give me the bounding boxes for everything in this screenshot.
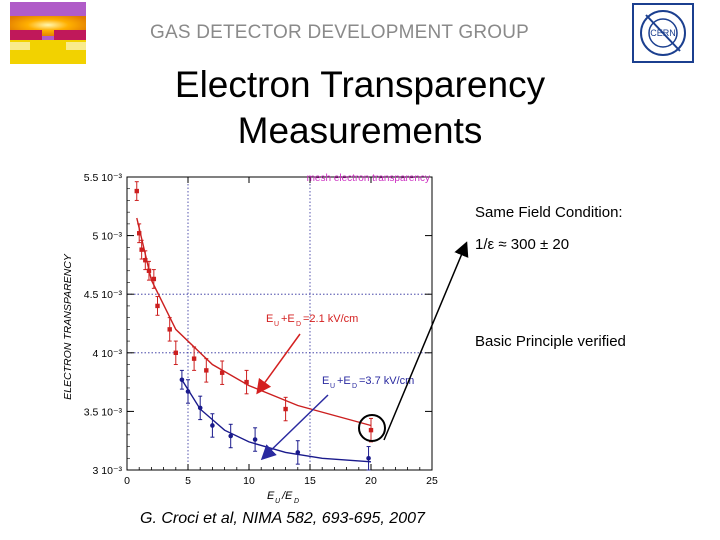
svg-text:+E: +E [281,313,295,325]
x-tick-label: 10 [243,475,255,487]
red-data-point [134,188,139,194]
chart-title: mesh electron transparency [307,173,430,184]
gdd-logo [10,2,86,64]
red-data-point [283,406,288,412]
blue-data-point [210,423,215,428]
svg-text:+E: +E [337,375,351,387]
red-data-point [191,356,197,361]
blue-data-point [252,437,258,442]
blue-data-point [179,377,185,383]
title-line-1: Electron Transparency [174,64,546,105]
svg-text:E: E [267,490,275,502]
blue-data-point [366,455,371,461]
y-tick-label: 5.5 10⁻³ [84,172,123,184]
svg-text:U: U [275,498,281,505]
red-data-point [137,231,142,236]
blue-data-point [295,450,301,455]
red-data-point [151,276,157,282]
y-tick-label: 3 10⁻³ [93,465,123,477]
red-data-point [204,368,209,373]
blue-data-point [185,389,191,394]
svg-text:E: E [266,313,273,325]
blue-label-arrow [260,394,329,461]
blue-data-point [228,433,233,439]
blue-series-label: E U +E D =3.7 kV/cm [322,375,414,390]
title-line-2: Measurements [237,110,483,151]
red-data-point [219,370,225,375]
x-tick-label: 15 [304,475,316,487]
highlight-circle [358,414,386,442]
svg-text:=3.7 kV/cm: =3.7 kV/cm [359,375,414,387]
y-tick-label: 4.5 10⁻³ [84,289,123,301]
red-data-point [368,427,374,433]
red-label-arrow [256,333,301,395]
svg-text:D: D [352,383,357,390]
red-fit-curve [136,217,372,427]
annotation-arrow [383,241,469,441]
y-tick-label: 4 10⁻³ [93,348,123,360]
slide-title: Electron Transparency Measurements [60,62,660,154]
red-data-point [173,350,178,355]
x-axis-label: E U /E D [267,490,299,505]
citation: G. Croci et al, NIMA 582, 693-695, 2007 [140,510,425,527]
red-data-point [167,327,172,332]
blue-data-point [197,405,203,411]
red-data-point [155,303,160,309]
red-data-point [139,247,144,252]
plot-frame [126,176,433,471]
group-name: GAS DETECTOR DEVELOPMENT GROUP [150,22,530,43]
x-tick-label: 0 [124,475,130,487]
red-data-point [244,379,249,385]
y-tick-label: 5 10⁻³ [93,231,123,243]
annotation-principle: Basic Principle verified [475,333,626,350]
red-data-point [143,258,148,263]
svg-text:=2.1 kV/cm: =2.1 kV/cm [303,313,358,325]
annotation-ratio: 1/ε ≈ 300 ± 20 [475,236,570,253]
y-axis-label: ELECTRON TRANSPARENCY [62,253,74,400]
cern-logo-text: CERN [650,28,676,38]
cern-logo: CERN [632,3,694,63]
x-tick-label: 25 [426,475,438,487]
svg-text:/E: /E [281,490,293,502]
svg-text:U: U [330,383,335,390]
svg-text:D: D [294,498,299,505]
svg-text:U: U [274,321,279,328]
svg-text:D: D [296,321,301,328]
red-data-point [146,268,152,273]
red-series-label: E U +E D =2.1 kV/cm [266,313,358,328]
x-tick-label: 20 [365,475,377,487]
y-tick-label: 3.5 10⁻³ [84,406,123,418]
x-tick-label: 5 [185,475,191,487]
annotation-same-field: Same Field Condition: [475,204,623,221]
svg-text:E: E [322,375,329,387]
